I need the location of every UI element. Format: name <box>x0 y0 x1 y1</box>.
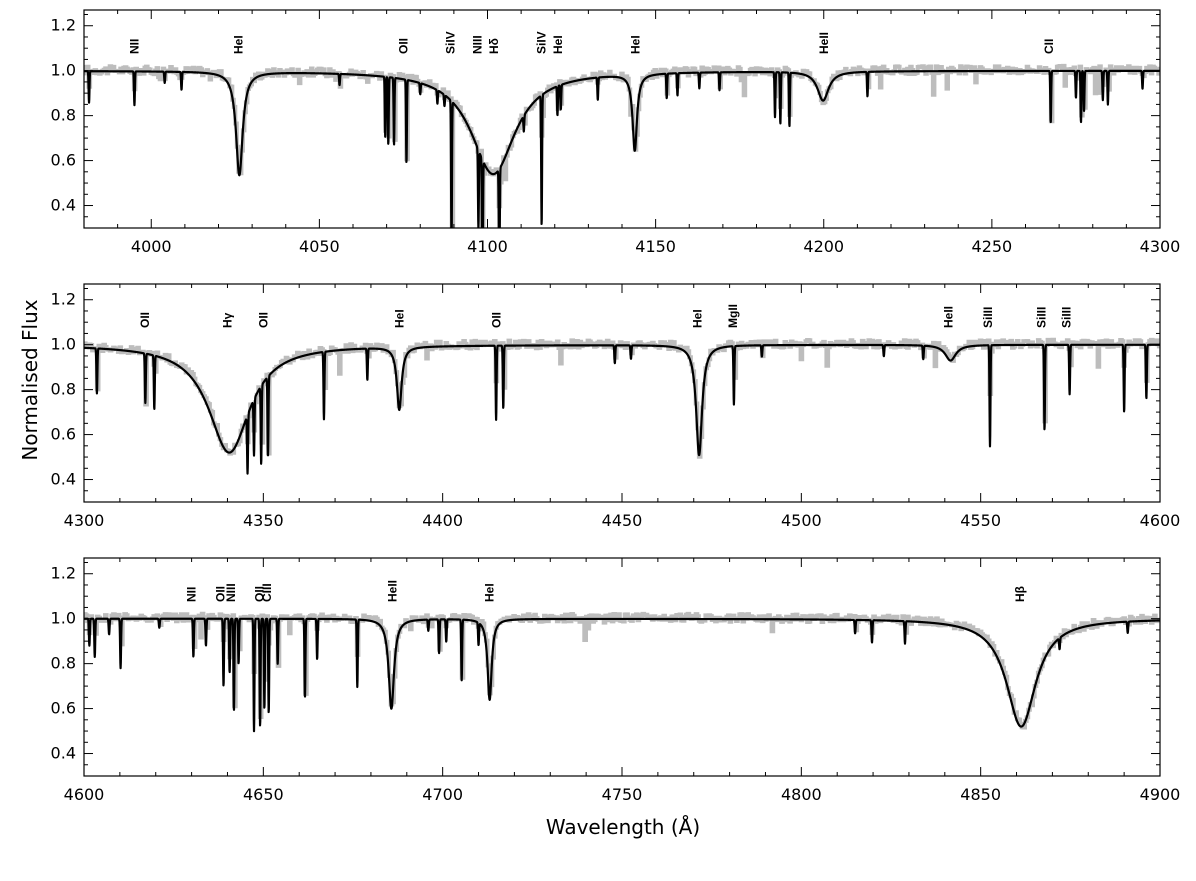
y-tick-label: 1.2 <box>51 16 76 35</box>
x-tick-label: 4500 <box>781 511 822 530</box>
line-id-label: SiIV <box>444 31 458 54</box>
y-tick-label: 0.6 <box>51 425 76 444</box>
y-tick-label: 1.0 <box>51 61 76 80</box>
x-tick-label: 4300 <box>1140 237 1181 256</box>
model-spectrum-line <box>84 343 1160 475</box>
line-id-label: Hβ <box>1013 586 1027 602</box>
x-tick-label: 4600 <box>64 785 105 804</box>
x-tick-label: 4050 <box>299 237 340 256</box>
y-tick-label: 0.6 <box>51 699 76 718</box>
panel-3: 4600 4650 4700 4750 4800 4850 4900 0.4 0.6 0.8 1.0… <box>51 557 1181 804</box>
y-tick-label: 0.8 <box>51 380 76 399</box>
model-spectrum-line <box>84 617 1160 733</box>
line-id-label: OII <box>213 586 227 602</box>
line-id-label: NIII <box>470 35 484 54</box>
spectrum-panels: 4000 4050 4100 4150 4200 4250 4300 0.4 0.6 0.8 1.0… <box>51 9 1181 804</box>
x-tick-label: 4450 <box>602 511 643 530</box>
x-tick-label: 4800 <box>781 785 822 804</box>
line-id-label: HeI <box>482 583 496 602</box>
x-tick-label: 4650 <box>243 785 284 804</box>
x-tick-label: 4250 <box>972 237 1013 256</box>
line-id-label: MgII <box>726 304 740 328</box>
x-tick-label: 4300 <box>64 511 105 530</box>
y-tick-label: 0.4 <box>51 196 76 215</box>
x-tick-label: 4400 <box>422 511 463 530</box>
y-tick-label: 0.4 <box>51 744 76 763</box>
line-id-label: HeII <box>386 580 400 602</box>
line-id-label: CIII <box>260 583 274 602</box>
plot-frame <box>83 283 1161 503</box>
line-id-label: Hδ <box>487 38 501 54</box>
x-tick-label: 4850 <box>960 785 1001 804</box>
line-id-label: OII <box>138 312 152 328</box>
observed-spectrum-line <box>84 611 1160 730</box>
panel-1: 4000 4050 4100 4150 4200 4250 4300 0.4 0.6 0.8 1.0… <box>51 9 1181 256</box>
line-id-label: SiIII <box>981 307 995 328</box>
line-id-label: SiIII <box>1060 307 1074 328</box>
model-spectrum-line <box>84 69 1160 228</box>
x-tick-label: 4700 <box>422 785 463 804</box>
observed-spectrum-line <box>84 63 1160 228</box>
line-id-label: HeI <box>628 35 642 54</box>
line-id-label: HeI <box>690 309 704 328</box>
y-tick-label: 0.8 <box>51 106 76 125</box>
x-tick-label: 4350 <box>243 511 284 530</box>
line-id-label: HeI <box>393 309 407 328</box>
y-tick-label: 1.0 <box>51 335 76 354</box>
y-tick-label: 1.2 <box>51 564 76 583</box>
line-id-label: OII <box>396 38 410 54</box>
line-id-label: HeI <box>232 35 246 54</box>
y-tick-label: 1.0 <box>51 609 76 628</box>
panel-2: 4300 4350 4400 4450 4500 4550 4600 0.4 0.6 0.8 1.0… <box>51 283 1181 530</box>
x-tick-label: 4100 <box>467 237 508 256</box>
line-id-label: HeII <box>941 306 955 328</box>
x-tick-label: 4600 <box>1140 511 1181 530</box>
line-id-label: NII <box>127 39 141 54</box>
x-axis-label: Wavelength (Å) <box>546 815 700 839</box>
line-id-label: HeII <box>817 32 831 54</box>
x-tick-label: 4000 <box>131 237 172 256</box>
line-id-label: NIII <box>224 583 238 602</box>
y-tick-label: 0.6 <box>51 151 76 170</box>
x-tick-label: 4750 <box>602 785 643 804</box>
line-id-label: HeI <box>551 35 565 54</box>
line-id-label: OII <box>490 312 504 328</box>
line-id-label: CII <box>1042 39 1056 54</box>
y-axis-label: Normalised Flux <box>18 299 42 460</box>
x-tick-label: 4900 <box>1140 785 1181 804</box>
plot-frame <box>83 557 1161 777</box>
y-tick-label: 1.2 <box>51 290 76 309</box>
line-id-label: NII <box>185 587 199 602</box>
line-id-label: SiIV <box>534 31 548 54</box>
x-tick-label: 4550 <box>960 511 1001 530</box>
line-id-label: SiIII <box>1035 307 1049 328</box>
x-tick-label: 4150 <box>635 237 676 256</box>
observed-spectrum-line <box>84 337 1160 459</box>
y-tick-label: 0.8 <box>51 654 76 673</box>
line-id-label: OII <box>256 312 270 328</box>
y-tick-label: 0.4 <box>51 470 76 489</box>
line-id-label: OII <box>253 586 267 602</box>
line-id-label: Hγ <box>221 312 235 328</box>
x-tick-label: 4200 <box>803 237 844 256</box>
